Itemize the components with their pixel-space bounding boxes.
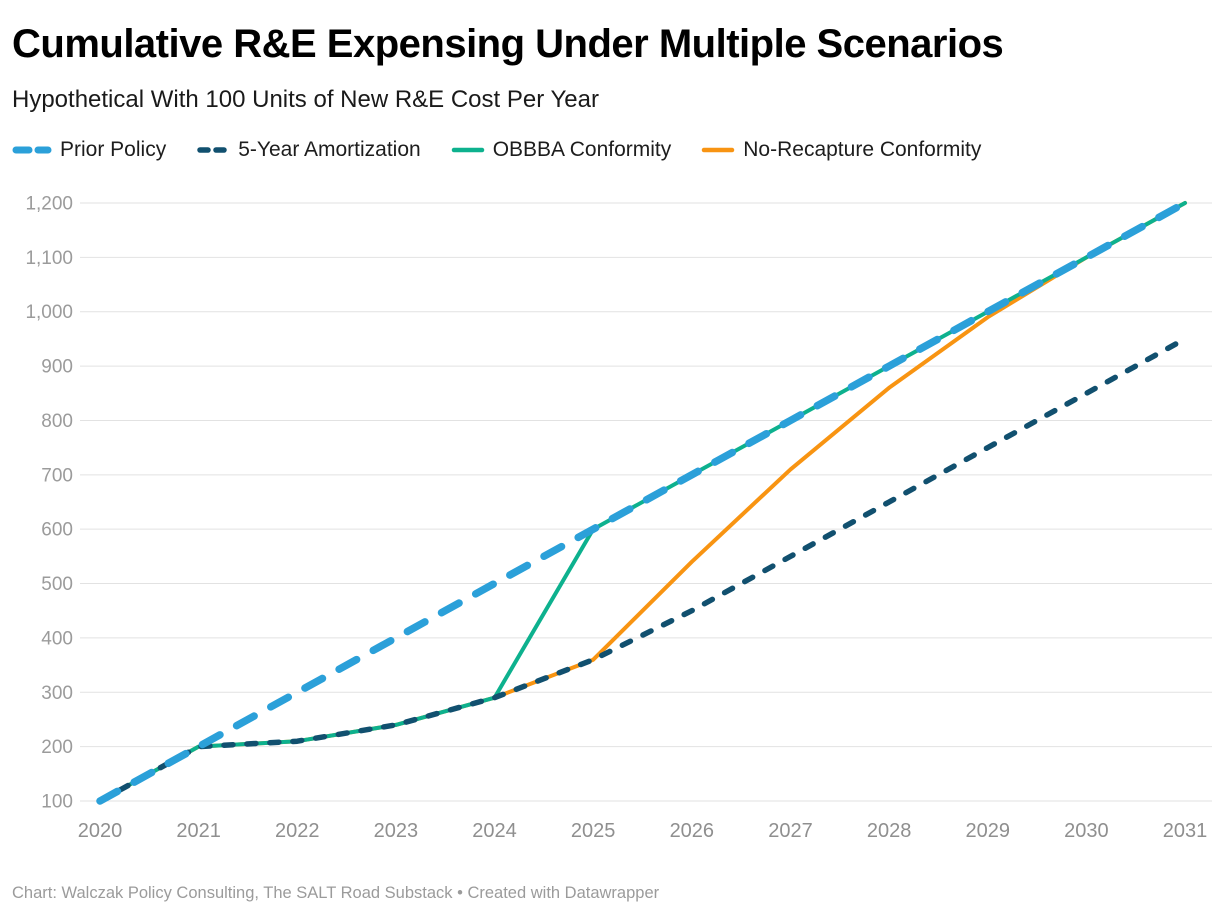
svg-text:700: 700 [41, 465, 73, 486]
dashed-line-swatch-icon [12, 146, 52, 154]
legend-label: Prior Policy [60, 138, 167, 161]
legend-label: 5-Year Amortization [238, 138, 421, 161]
solid-line-swatch-icon [702, 147, 735, 153]
svg-text:1,200: 1,200 [25, 194, 73, 215]
svg-text:2031: 2031 [1163, 820, 1208, 842]
svg-text:600: 600 [41, 520, 73, 541]
svg-text:2024: 2024 [472, 820, 517, 842]
dashed-line-swatch-icon [197, 147, 227, 153]
legend-label: No-Recapture Conformity [743, 138, 982, 161]
svg-text:2023: 2023 [374, 820, 419, 842]
svg-text:2022: 2022 [275, 820, 320, 842]
series-line-5-year-amortization [97, 336, 1188, 804]
legend-item-5-year-amortization: 5-Year Amortization [196, 138, 421, 162]
svg-text:400: 400 [41, 628, 73, 649]
legend-label: OBBBA Conformity [492, 138, 672, 161]
svg-text:2025: 2025 [571, 820, 616, 842]
chart-subtitle: Hypothetical With 100 Units of New R&E C… [12, 86, 599, 113]
svg-text:200: 200 [41, 737, 73, 758]
attribution-text: Chart: Walczak Policy Consulting, The SA… [12, 884, 660, 902]
svg-text:2026: 2026 [670, 820, 715, 842]
legend-item-prior-policy: Prior Policy [12, 138, 166, 162]
svg-text:300: 300 [41, 683, 73, 704]
svg-text:2030: 2030 [1064, 820, 1109, 842]
legend: Prior Policy 5-Year Amortization OBBBA C… [12, 138, 981, 162]
svg-text:1,000: 1,000 [25, 302, 73, 323]
legend-item-no-recapture-conformity: No-Recapture Conformity [701, 138, 981, 162]
svg-text:2020: 2020 [78, 820, 123, 842]
svg-text:2028: 2028 [867, 820, 912, 842]
legend-item-obbba-conformity: OBBBA Conformity [451, 138, 672, 162]
solid-line-swatch-icon [451, 147, 484, 153]
series-line-prior-policy [96, 199, 1189, 805]
svg-text:100: 100 [41, 792, 73, 813]
line-chart: 100 200 300 400 500 600 700 800 900 1,000 1,100 1,2… [25, 194, 1212, 842]
svg-text:1,100: 1,100 [25, 248, 73, 269]
svg-text:900: 900 [41, 357, 73, 378]
svg-text:500: 500 [41, 574, 73, 595]
svg-text:800: 800 [41, 411, 73, 432]
svg-text:2029: 2029 [965, 820, 1010, 842]
svg-text:2027: 2027 [768, 820, 813, 842]
svg-text:2021: 2021 [176, 820, 221, 842]
chart-title: Cumulative R&E Expensing Under Multiple … [12, 22, 1004, 66]
